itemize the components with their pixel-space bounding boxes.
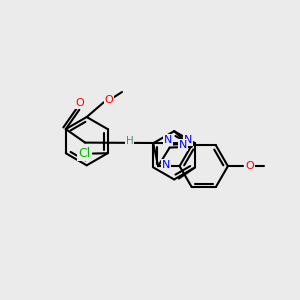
Text: N: N — [184, 135, 192, 145]
Text: N: N — [179, 140, 188, 150]
Text: N: N — [162, 160, 170, 170]
Text: Cl: Cl — [78, 147, 90, 160]
Text: H: H — [126, 136, 134, 146]
Text: O: O — [105, 95, 113, 105]
Text: O: O — [245, 161, 254, 171]
Text: N: N — [164, 135, 172, 145]
Text: O: O — [76, 98, 84, 108]
